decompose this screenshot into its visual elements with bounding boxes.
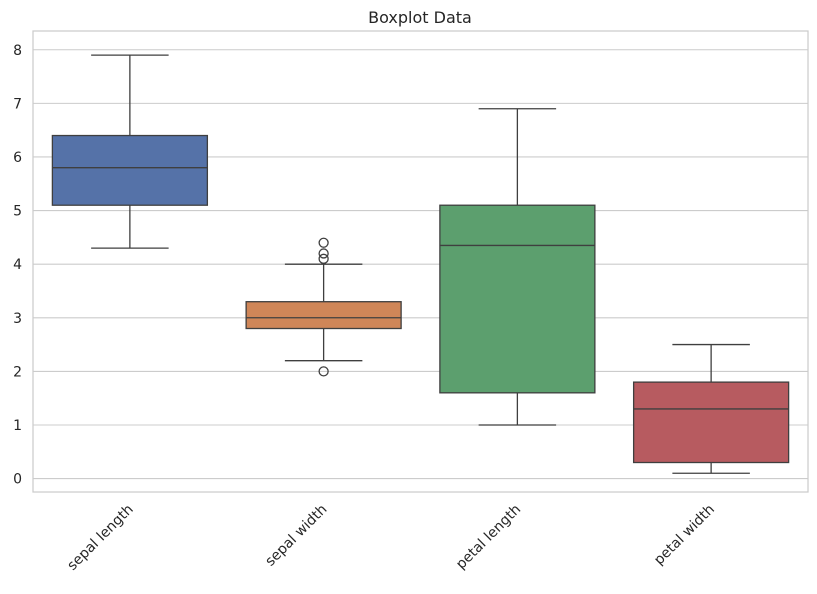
plot-frame — [32, 30, 809, 493]
y-tick-label: 6 — [13, 150, 22, 166]
outlier-point — [318, 248, 329, 259]
box-group-2 — [439, 108, 596, 426]
y-tick-label: 4 — [13, 257, 22, 273]
y-tick-label: 0 — [13, 472, 22, 488]
box-1 — [245, 301, 402, 330]
y-tick-label: 8 — [13, 43, 22, 59]
y-tick-label: 1 — [13, 418, 22, 434]
box-0 — [51, 134, 209, 206]
x-tick-labels: sepal length sepal width petal length petal… — [64, 502, 718, 574]
y-tick-label: 2 — [13, 364, 22, 380]
box-group-1 — [245, 237, 402, 377]
x-tick-label: petal width — [651, 502, 718, 569]
x-tick-label: sepal width — [262, 502, 330, 570]
y-tick-label: 3 — [13, 311, 22, 327]
x-tick-label: petal length — [453, 502, 524, 573]
boxes — [51, 54, 790, 474]
box-2 — [439, 204, 596, 394]
y-tick-label: 5 — [13, 204, 22, 220]
outlier-point — [318, 366, 329, 377]
chart-title: Boxplot Data — [368, 8, 472, 27]
x-tick-label: sepal length — [64, 502, 136, 574]
box-3 — [632, 381, 790, 464]
outlier-point — [318, 237, 329, 248]
y-tick-labels: 0 1 2 3 4 5 6 7 8 — [13, 43, 22, 488]
box-group-0 — [51, 54, 209, 249]
box-group-3 — [632, 343, 790, 474]
outlier-point — [318, 253, 329, 264]
y-tick-label: 7 — [13, 96, 22, 112]
